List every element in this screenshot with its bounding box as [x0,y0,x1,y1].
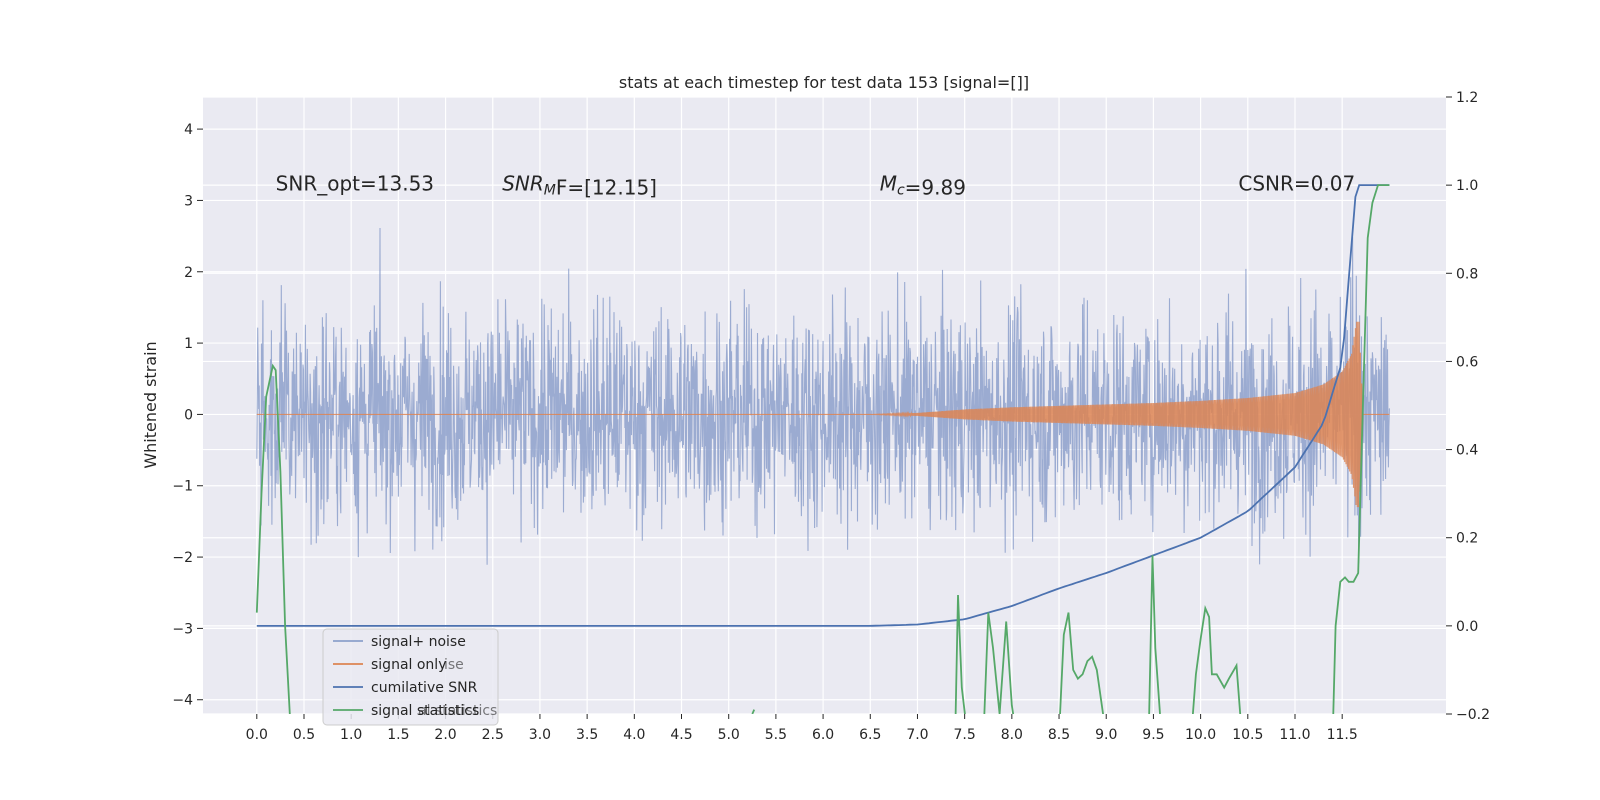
signal-statistics-line [1332,184,1390,714]
signal-only-line [256,321,1390,508]
y2-tick-label: 0.8 [1456,266,1478,282]
x-tick-label: 4.5 [670,727,692,743]
x-tick-label: 7.0 [906,727,928,743]
annotation-part: SNR [502,172,544,196]
y2-axis-ticks: −0.2 0.0 0.2 0.4 0.6 0.8 1.0 1.2 [1446,90,1490,723]
signal-statistics-line [1148,555,1161,714]
x-tick-label: 9.0 [1095,727,1117,743]
x-tick-label: 6.5 [859,727,881,743]
x-tick-label: 11.0 [1279,727,1310,743]
annotation-text: Mc=9.89 [880,172,966,200]
legend-label: signal statistics [371,703,479,719]
x-tick-label: 2.5 [482,727,504,743]
legend-ghost-text: al statistics [418,703,497,719]
y2-tick-label: 0.2 [1456,531,1478,547]
x-tick-label: 3.5 [576,727,598,743]
x-tick-label: 7.5 [954,727,976,743]
legend-label: signal only [371,657,446,673]
y2-tick-label: 0.0 [1456,619,1478,635]
annotation-text: CSNR=0.07 [1238,172,1355,196]
legend-ghost-text: ise [444,657,464,673]
y-tick-label: 2 [184,265,193,281]
signal-statistics-line [255,363,291,714]
y-tick-label: 0 [184,407,193,423]
x-tick-label: 8.0 [1001,727,1023,743]
x-tick-label: 3.0 [529,727,551,743]
y-axis-ticks: −4 −3 −2 −1 0 1 2 3 4 [172,122,203,709]
chart-title: stats at each timestep for test data 153… [619,73,1029,92]
annotation-part: M [544,183,556,199]
annotation-part: SNR_opt=13.53 [276,172,434,196]
annotation-part: CSNR=0.07 [1238,172,1355,196]
y-tick-label: −1 [172,479,193,495]
x-tick-label: 1.5 [387,727,409,743]
x-tick-label: 5.5 [765,727,787,743]
y2-tick-label: 1.2 [1456,90,1478,106]
x-tick-label: 1.0 [340,727,362,743]
y2-tick-label: −0.2 [1456,707,1490,723]
y2-tick-label: 0.4 [1456,443,1478,459]
signal-statistics-line [1059,612,1104,714]
annotations: SNR_opt=13.53 SNRMF=[12.15] Mc=9.89 CSNR=0.… [276,172,1356,200]
x-tick-label: 2.0 [434,727,456,743]
signal-statistics-line [983,612,1015,714]
x-axis-ticks: 0.0 0.5 1.0 1.5 2.0 2.5 3.0 3.5 4.0 4.5 5.0 5.5 6.0 6… [246,714,1358,743]
x-tick-label: 6.0 [812,727,834,743]
x-tick-label: 10.0 [1185,727,1216,743]
y-tick-label: 3 [184,193,193,209]
x-tick-label: 10.5 [1232,727,1263,743]
y-tick-label: 4 [184,122,193,138]
cumulative-snr-line [256,184,1390,627]
data-layer [255,184,1390,714]
x-tick-label: 8.5 [1048,727,1070,743]
x-tick-label: 5.0 [718,727,740,743]
annotation-part: M [880,172,897,196]
legend-label: signal+ noise [371,634,466,650]
y2-tick-label: 0.6 [1456,354,1478,370]
legend-box [322,628,499,726]
y-tick-label: −4 [172,693,193,709]
y-tick-label: −2 [172,550,193,566]
y-axis-label: Whitened strain [141,341,160,468]
legend-label: cumilative SNR [371,680,478,696]
x-tick-label: 0.5 [293,727,315,743]
legend: ise al statistics signal+ noise signal only… [322,628,499,726]
signal-statistics-line [1191,604,1242,714]
x-tick-label: 9.5 [1142,727,1164,743]
y-tick-label: 1 [184,336,193,352]
y-tick-label: −3 [172,621,193,637]
x-tick-label: 4.0 [623,727,645,743]
x-tick-label: 0.0 [246,727,268,743]
x-tick-label: 11.5 [1327,727,1358,743]
annotation-text: SNR_opt=13.53 [276,172,434,196]
y2-tick-label: 1.0 [1456,178,1478,194]
signal-statistics-line [954,594,966,714]
annotation-part: c [897,183,905,199]
annotation-part: =9.89 [905,176,966,200]
annotation-text: SNRMF=[12.15] [502,172,657,200]
signal-plus-noise-line [256,227,1390,565]
signal-statistics-line [751,709,756,714]
annotation-part: F=[12.15] [556,176,657,200]
